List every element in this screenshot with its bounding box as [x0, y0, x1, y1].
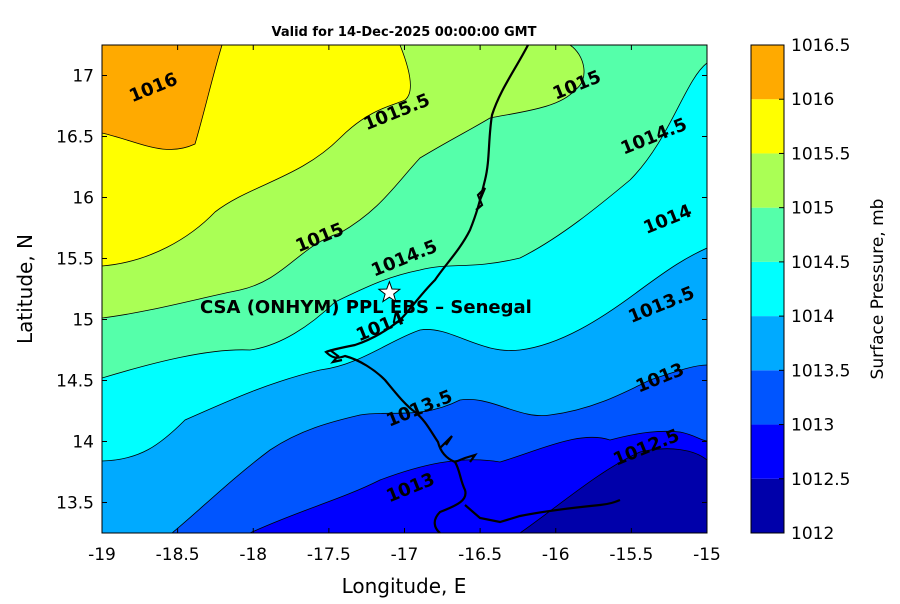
site-marker: [377, 280, 402, 303]
x-tick-label: -18: [239, 545, 267, 565]
colorbar-swatch: [751, 316, 784, 371]
contour-fill-layer: [102, 45, 707, 533]
colorbar-label: Surface Pressure, mb: [868, 199, 888, 380]
colorbar-swatch: [751, 45, 784, 100]
colorbar-tick-label: 1012: [791, 524, 834, 544]
x-tick-label: -16: [542, 545, 570, 565]
y-tick-label: 17: [72, 67, 94, 87]
colorbar-swatch: [751, 370, 784, 425]
x-tick-label: -15: [693, 545, 721, 565]
y-axis-label: Latitude, N: [13, 234, 37, 344]
colorbar-swatch: [751, 424, 784, 479]
colorbar-tick-label: 1013: [791, 416, 834, 436]
x-tick-label: -17.5: [307, 545, 351, 565]
x-axis-ticks: -19 -18.5 -18 -17.5 -17 -16.5 -16 -15.5 -15: [88, 45, 721, 565]
colorbar-swatch: [751, 478, 784, 533]
colorbar-tick-label: 1014: [791, 307, 834, 327]
y-tick-label: 16: [72, 189, 94, 209]
colorbar-swatch: [751, 99, 784, 154]
y-tick-label: 14.5: [56, 372, 94, 392]
x-tick-label: -15.5: [609, 545, 653, 565]
band-1012: [520, 448, 707, 533]
chart-title: Valid for 14-Dec-2025 00:00:00 GMT: [272, 25, 537, 40]
colorbar-tick-label: 1014.5: [791, 253, 850, 273]
colorbar-tick-label: 1016.5: [791, 36, 850, 56]
site-label: CSA (ONHYM) PPL EBS – Senegal: [200, 297, 532, 318]
x-tick-label: -19: [88, 545, 116, 565]
colorbar-swatch: [751, 207, 784, 262]
colorbar: 1012 1012.5 1013 1013.5 1014 1014.5 1015 1015.5…: [750, 36, 850, 544]
colorbar-frame: [750, 44, 785, 534]
colorbar-tick-label: 1013.5: [791, 361, 850, 381]
y-tick-label: 16.5: [56, 128, 94, 148]
colorbar-tick-label: 1012.5: [791, 470, 850, 490]
colorbar-swatch: [751, 261, 784, 317]
x-tick-label: -17: [391, 545, 419, 565]
y-tick-label: 15: [72, 311, 94, 331]
colorbar-tick-label: 1015: [791, 199, 834, 219]
x-tick-label: -18.5: [156, 545, 200, 565]
colorbar-tick-label: 1016: [791, 90, 834, 110]
x-tick-label: -16.5: [458, 545, 502, 565]
star-icon: [377, 280, 402, 303]
y-axis-ticks: 13.5 14 14.5 15 15.5 16 16.5 17: [56, 67, 707, 514]
x-axis-label: Longitude, E: [342, 574, 467, 598]
colorbar-swatch: [751, 153, 784, 208]
colorbar-tick-label: 1015.5: [791, 144, 850, 164]
y-tick-label: 14: [72, 433, 94, 453]
y-tick-label: 15.5: [56, 250, 94, 270]
y-tick-label: 13.5: [56, 494, 94, 514]
coastline-border: [324, 45, 621, 533]
